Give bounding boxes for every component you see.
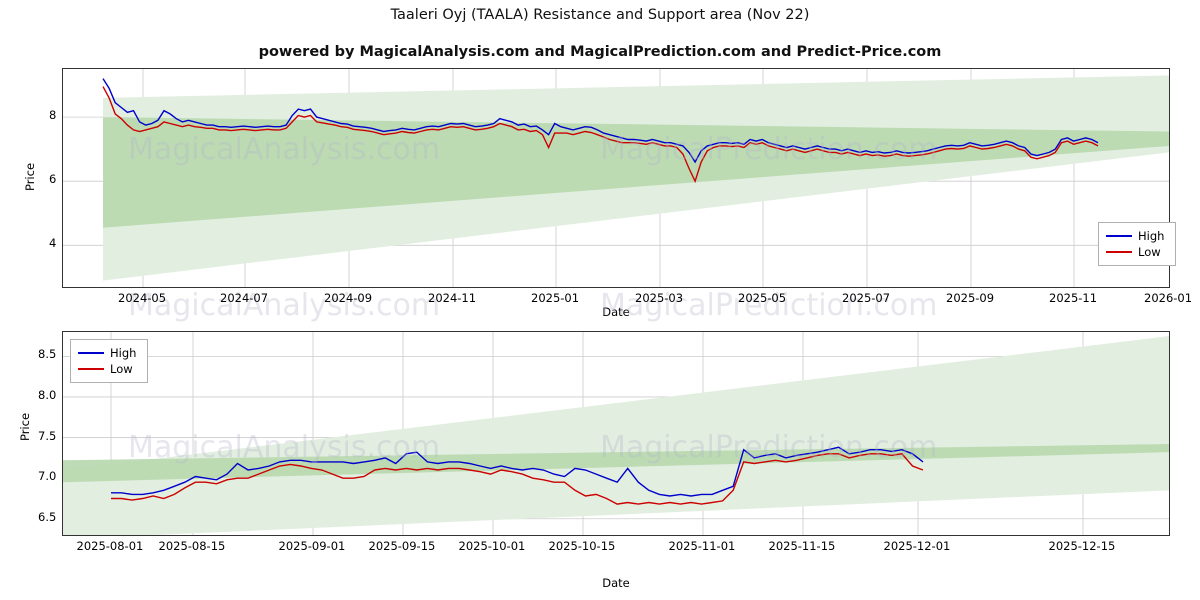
top-xtick-2025-01: 2025-01 [531, 291, 580, 305]
top-ytick-8: 8 [49, 108, 57, 123]
bottom-xtick-2025-10-01: 2025-10-01 [458, 539, 526, 553]
legend-line-high [78, 352, 104, 354]
bottom-xtick-2025-10-15: 2025-10-15 [548, 539, 616, 553]
legend-top: High Low [1098, 222, 1176, 266]
legend-top-row-low: Low [1106, 244, 1168, 260]
page-subtitle: powered by MagicalAnalysis.com and Magic… [258, 44, 942, 60]
legend-label: High [110, 346, 137, 360]
page-title: Taaleri Oyj (TAALA) Resistance and Suppo… [390, 7, 810, 23]
top-xtick-2025-09: 2025-09 [946, 291, 995, 305]
bottom-xtick-2025-08-15: 2025-08-15 [158, 539, 226, 553]
bottom-ytick-7.5: 7.5 [38, 428, 57, 443]
bottom-ytick-7: 7.0 [38, 469, 57, 484]
chart-panel-bottom [62, 331, 1170, 536]
bottom-xtick-2025-11-01: 2025-11-01 [668, 539, 736, 553]
legend-top-row-high: High [1106, 228, 1168, 244]
top-xtick-2026-01: 2026-01 [1144, 291, 1193, 305]
legend-line-low [78, 368, 104, 370]
bottom-xtick-2025-08-01: 2025-08-01 [76, 539, 144, 553]
top-xtick-2025-07: 2025-07 [842, 291, 891, 305]
bottom-xtick-2025-09-01: 2025-09-01 [278, 539, 346, 553]
bottom-yaxis-label: Price [18, 412, 32, 442]
legend-label: High [1138, 229, 1165, 243]
legend-label: Low [1138, 245, 1161, 259]
top-xtick-2024-09: 2024-09 [324, 291, 373, 305]
bottom-ytick-8.5: 8.5 [38, 347, 57, 362]
top-plot-svg [63, 69, 1169, 287]
legend-line-high [1106, 235, 1132, 237]
bottom-ytick-8: 8.0 [38, 387, 57, 402]
top-xtick-2025-11: 2025-11 [1049, 291, 1098, 305]
legend-label: Low [110, 362, 133, 376]
legend-line-low [1106, 251, 1132, 253]
top-xtick-2024-05: 2024-05 [118, 291, 167, 305]
top-xaxis-label: Date [602, 305, 630, 319]
legend-bottom: High Low [70, 339, 148, 383]
legend-bottom-row-high: High [78, 345, 140, 361]
bottom-xaxis-label: Date [602, 576, 630, 590]
bottom-plot-svg [63, 332, 1169, 535]
top-xtick-2025-05: 2025-05 [738, 291, 787, 305]
legend-bottom-row-low: Low [78, 361, 140, 377]
chart-panel-top [62, 68, 1170, 288]
top-yaxis-label: Price [23, 162, 37, 192]
bottom-xtick-2025-11-15: 2025-11-15 [768, 539, 836, 553]
bottom-xtick-2025-12-15: 2025-12-15 [1048, 539, 1116, 553]
top-ytick-6: 6 [49, 172, 57, 187]
top-ytick-4: 4 [49, 236, 57, 251]
bottom-xtick-2025-12-01: 2025-12-01 [883, 539, 951, 553]
watermark-3: MagicalAnalysis.com [128, 288, 441, 323]
top-xtick-2024-11: 2024-11 [428, 291, 477, 305]
bottom-ytick-6.5: 6.5 [38, 509, 57, 524]
bottom-xtick-2025-09-15: 2025-09-15 [368, 539, 436, 553]
top-xtick-2025-03: 2025-03 [635, 291, 684, 305]
top-xtick-2024-07: 2024-07 [220, 291, 269, 305]
